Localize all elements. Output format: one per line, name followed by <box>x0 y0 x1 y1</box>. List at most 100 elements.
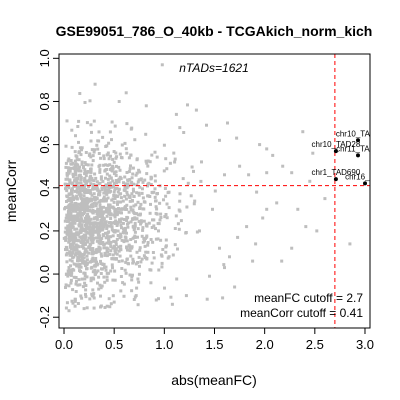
data-point <box>83 168 87 172</box>
data-point <box>290 171 294 175</box>
data-point <box>76 216 80 220</box>
data-point <box>76 125 80 128</box>
data-point <box>107 186 111 189</box>
data-point <box>119 244 123 248</box>
data-point <box>90 265 94 269</box>
data-point <box>64 286 67 289</box>
highlight-point-label: chr1_TAD690 <box>312 168 361 177</box>
data-point <box>144 250 148 254</box>
data-point <box>144 104 148 108</box>
data-point <box>98 247 102 251</box>
data-point <box>80 254 84 258</box>
data-point <box>147 221 151 225</box>
data-point <box>179 219 183 223</box>
data-point <box>126 261 130 265</box>
data-point <box>156 222 160 225</box>
data-point <box>72 198 76 201</box>
data-point <box>104 190 107 194</box>
data-point <box>143 244 147 248</box>
data-point <box>88 199 92 203</box>
data-point <box>65 232 69 236</box>
data-point <box>158 218 162 222</box>
data-point <box>79 176 83 179</box>
data-point <box>119 223 123 227</box>
data-point <box>115 155 119 159</box>
data-point <box>116 190 120 194</box>
data-point <box>123 268 127 272</box>
data-point <box>133 138 137 142</box>
data-point <box>77 151 81 155</box>
ntads-annotation: nTADs=1621 <box>179 61 249 75</box>
data-point <box>64 187 67 191</box>
data-point <box>99 262 103 266</box>
data-point <box>79 294 83 298</box>
data-point <box>149 177 153 181</box>
data-point <box>144 159 148 163</box>
data-point <box>89 123 93 127</box>
data-point <box>108 130 112 134</box>
data-point <box>86 170 90 173</box>
data-point <box>115 252 119 256</box>
data-point <box>74 236 78 240</box>
data-point <box>226 121 229 125</box>
x-tick-label: 2.0 <box>256 337 274 352</box>
data-point <box>75 239 79 243</box>
data-point <box>157 297 160 301</box>
data-point <box>258 143 262 147</box>
data-point <box>113 244 116 248</box>
data-point <box>145 235 149 239</box>
data-point <box>235 136 239 140</box>
data-point <box>72 262 76 266</box>
data-point <box>137 220 141 223</box>
data-point <box>113 197 117 200</box>
data-point <box>107 221 111 225</box>
data-point <box>109 269 113 273</box>
data-point <box>112 300 116 304</box>
data-point <box>119 200 123 204</box>
data-point <box>114 170 118 174</box>
data-point <box>71 205 75 209</box>
data-point <box>172 151 176 155</box>
data-point <box>165 216 169 220</box>
data-point <box>69 215 73 219</box>
data-point <box>74 162 78 166</box>
data-point <box>208 274 211 278</box>
data-point <box>92 264 96 268</box>
data-point <box>116 200 120 204</box>
data-point <box>105 189 109 192</box>
data-point <box>141 180 145 184</box>
data-point <box>123 205 127 209</box>
data-point <box>110 225 114 229</box>
meancorr-cutoff-annotation: meanCorr cutoff = 0.41 <box>240 306 363 320</box>
data-point <box>164 157 168 161</box>
data-point <box>71 161 75 165</box>
data-point <box>108 174 112 178</box>
data-point <box>110 184 114 188</box>
data-point <box>126 193 130 197</box>
data-point <box>73 221 77 225</box>
meanfc-cutoff-annotation: meanFC cutoff = 2.7 <box>254 291 363 305</box>
data-point <box>89 167 93 171</box>
data-point <box>67 219 71 223</box>
data-point <box>88 152 92 156</box>
data-point <box>82 307 86 311</box>
data-point <box>78 220 82 224</box>
data-point <box>96 236 100 240</box>
data-point <box>98 227 102 231</box>
data-point <box>138 246 142 250</box>
data-point <box>136 235 139 239</box>
data-point <box>89 174 93 178</box>
data-point <box>91 249 95 252</box>
data-point <box>82 256 86 260</box>
data-point <box>100 267 104 271</box>
data-point <box>82 240 85 243</box>
data-point <box>158 201 162 205</box>
data-point <box>75 176 79 180</box>
data-point <box>123 175 127 179</box>
data-point <box>142 219 146 223</box>
data-point <box>143 178 147 182</box>
data-point <box>95 211 99 215</box>
data-point <box>77 252 81 256</box>
data-point <box>105 153 109 157</box>
